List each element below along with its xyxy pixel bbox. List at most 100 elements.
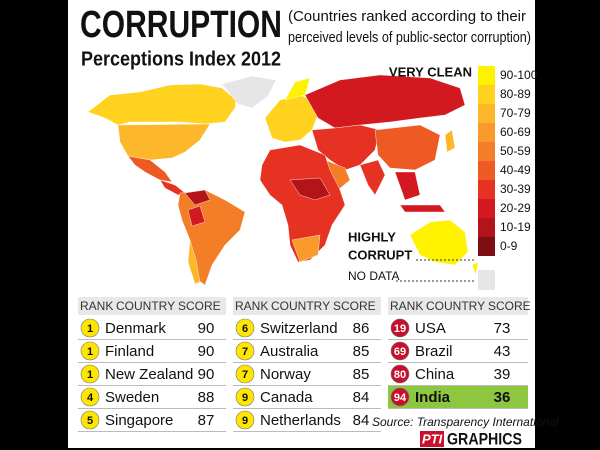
score: 86 [353,320,370,337]
country: Netherlands [260,412,341,429]
rank: 19 [394,323,406,335]
rank: 69 [394,346,406,358]
country: USA [415,320,446,337]
table-header-bg [388,297,528,315]
table-header: RANK [235,299,268,313]
table-header: SCORE [488,299,531,313]
score: 39 [494,366,511,383]
legend-swatch [478,161,495,180]
score: 90 [198,320,215,337]
legend-label: 60-69 [500,125,531,139]
legend-swatch [478,199,495,218]
rank: 1 [87,323,93,335]
legend-swatch [478,104,495,123]
table-header: RANK [80,299,113,313]
no-data-swatch [478,270,495,290]
rank-badge [390,318,410,338]
table-header: SCORE [333,299,376,313]
table-header: RANK [390,299,423,313]
legend-label: 10-19 [500,220,531,234]
legend-label: 20-29 [500,201,531,215]
legend-label: 40-49 [500,163,531,177]
rank-badge [80,341,100,361]
score: 90 [198,366,215,383]
legend-label: 30-39 [500,182,531,196]
legend-label: 80-89 [500,87,531,101]
legend-swatch [478,218,495,237]
rank: 9 [242,415,248,427]
rank: 6 [242,323,248,335]
rank: 5 [87,415,93,427]
note: perceived levels of public-sector corrup… [288,29,531,46]
rank: 94 [394,392,407,404]
legend-swatch [478,66,495,85]
source: Source: Transparency International [372,415,559,429]
legend-swatch [478,123,495,142]
legend-swatch [478,180,495,199]
no-data-label: NO DATA [348,269,400,283]
corrupt-label: CORRUPT [348,247,412,262]
title: CORRUPTION [80,4,282,46]
legend-label: 70-79 [500,106,531,120]
rank: 7 [242,369,248,381]
country: China [415,366,455,383]
score: 85 [353,343,370,360]
logo-box [420,431,444,447]
country: Norway [260,366,311,383]
rank: 7 [242,346,248,358]
score: 73 [494,320,511,337]
row-highlight [388,386,528,408]
table-header-bg [78,297,226,315]
legend-swatch [478,85,495,104]
score: 88 [198,389,215,406]
note: (Countries ranked according to their [288,8,526,25]
country: Canada [260,389,313,406]
table-header: COUNTRY [426,299,485,313]
rank: 1 [87,346,93,358]
country: New Zealand [105,366,193,383]
country: Singapore [105,412,173,429]
score: 84 [353,412,370,429]
legend-label: 50-59 [500,144,531,158]
legend: 90-100 80-89 70-79 60-69 50-59 40-49 30-39 20-2… [478,66,538,256]
table-header: SCORE [178,299,221,313]
rank: 80 [394,369,406,381]
country: Denmark [105,320,166,337]
very-clean-label: VERY CLEAN [389,64,472,79]
score: 43 [494,343,511,360]
table-header: COUNTRY [271,299,330,313]
score: 36 [494,389,511,406]
country: Australia [260,343,319,360]
rank-badge [390,364,410,384]
country: Switzerland [260,320,338,337]
score: 85 [353,366,370,383]
rank-badge [235,341,255,361]
rank-badge [235,387,255,407]
score: 90 [198,343,215,360]
legend-swatch [478,142,495,161]
table-header-bg [233,297,381,315]
rank-badge [80,387,100,407]
table-header: COUNTRY [116,299,175,313]
rank-badge [80,318,100,338]
highly-label: HIGHLY [348,229,396,244]
subtitle: Perceptions Index 2012 [81,48,281,70]
country: Sweden [105,389,159,406]
rank: 1 [87,369,93,381]
rank-badge [390,387,410,407]
rank: 9 [242,392,248,404]
world-map [87,74,479,286]
country: India [415,389,451,406]
rank-badge [390,341,410,361]
rank-badge [235,364,255,384]
country: Brazil [415,343,453,360]
score: 87 [198,412,215,429]
legend-label: 0-9 [500,239,518,253]
legend-swatch [478,237,495,256]
rank-badge [235,318,255,338]
rank-badge [80,410,100,430]
rank-badge [80,364,100,384]
score: 84 [353,389,370,406]
